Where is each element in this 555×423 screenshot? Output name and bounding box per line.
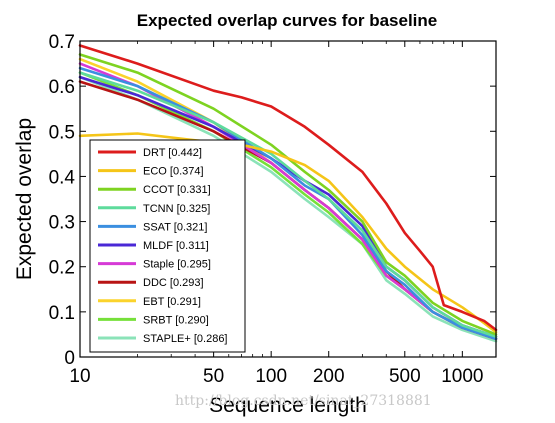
legend-entry-label: Staple [0.295] xyxy=(143,259,211,271)
plot-frame xyxy=(79,40,497,358)
y-tick-label: 0.3 xyxy=(49,213,75,234)
legend-entry-label: SRBT [0.290] xyxy=(143,314,209,326)
y-tick-label: 0.1 xyxy=(49,303,75,324)
y-tick-label: 0.7 xyxy=(49,32,75,53)
legend-entry-label: DRT [0.442] xyxy=(143,147,202,159)
legend: DRT [0.442] ECO [0.374] CCOT [0.331] TCNN [… xyxy=(89,139,246,353)
y-tick-label: 0.5 xyxy=(49,122,75,143)
series-layer xyxy=(78,44,498,343)
y-axis-label: Expected overlap xyxy=(13,118,36,280)
legend-entry-label: EBT [0.291] xyxy=(143,296,201,308)
x-tick-label: 10 xyxy=(69,366,90,387)
y-tick-label: 0.6 xyxy=(49,77,75,98)
y-tick-label: 0.2 xyxy=(49,258,75,279)
tick-layer: 10 50 100 200 500 1000 0 0.1 0.2 0.3 0.4 0.5 0.6 0.7 xyxy=(49,32,496,387)
series-line-2 xyxy=(78,53,498,336)
legend-entry-label: MLDF [0.311] xyxy=(143,240,209,252)
chart-title: Expected overlap curves for baseline xyxy=(137,11,437,30)
y-tick-label: 0.4 xyxy=(49,167,76,188)
legend-entry-label: SSAT [0.321] xyxy=(143,221,207,233)
series-line-0 xyxy=(78,44,498,332)
x-tick-label: 500 xyxy=(389,366,421,387)
y-tick-label: 0 xyxy=(64,348,75,369)
watermark-text: http://blog.csdn.net/sinat_27318881 xyxy=(175,393,432,409)
legend-entry-label: DDC [0.293] xyxy=(143,277,204,289)
x-tick-label: 50 xyxy=(203,366,224,387)
series-line-10 xyxy=(78,75,498,343)
x-axis-label: Sequence length xyxy=(209,394,367,417)
series-line-3 xyxy=(78,71,498,339)
legend-entry-label: ECO [0.374] xyxy=(143,166,204,178)
legend-entry-label: CCOT [0.331] xyxy=(143,184,211,196)
legend-entry-label: TCNN [0.325] xyxy=(143,203,210,215)
x-tick-label: 100 xyxy=(255,366,287,387)
x-tick-label: 1000 xyxy=(441,366,483,387)
legend-entry-label: STAPLE+ [0.286] xyxy=(143,333,228,345)
x-tick-label: 200 xyxy=(313,366,345,387)
